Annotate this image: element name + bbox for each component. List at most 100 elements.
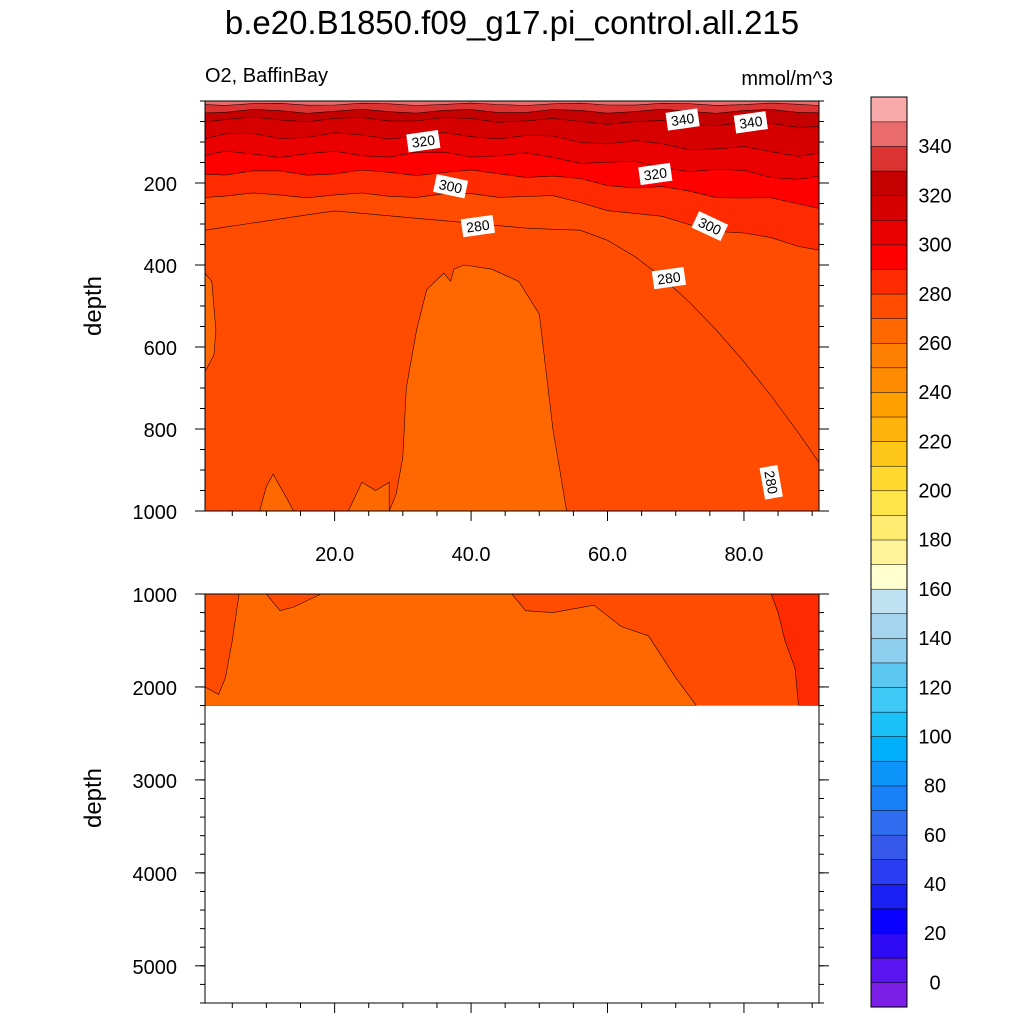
colorbar-swatch <box>870 441 908 467</box>
contour-label-box <box>638 162 673 186</box>
contour-label-1: 340 <box>733 111 768 134</box>
contour-label-text: 280 <box>761 469 781 495</box>
colorbar-swatch <box>870 293 908 319</box>
colorbar-tick-label: 320 <box>918 185 951 207</box>
upper-contour-labels: 340 340 320 320 300 300 280 280 280 <box>406 108 783 500</box>
chart-title: b.e20.B1850.f09_g17.pi_control.all.215 <box>225 4 799 41</box>
contour-label-text: 340 <box>670 110 696 129</box>
contour-label-text: 320 <box>411 132 437 151</box>
colorbar-tick-label: 0 <box>929 972 940 994</box>
y-tick-label: 800 <box>144 420 177 442</box>
y-tick-label: 200 <box>144 174 177 196</box>
contour-label-0: 340 <box>665 108 700 131</box>
contour-label-box <box>759 464 783 500</box>
colorbar-swatch <box>870 219 908 246</box>
colorbar-swatch <box>870 367 908 393</box>
contour-label-8: 280 <box>759 464 783 500</box>
colorbar-swatch <box>870 932 908 959</box>
upper-y-axis-label: depth <box>80 276 107 336</box>
colorbar-swatch <box>870 318 908 344</box>
colorbar-tick-label: 40 <box>924 874 946 896</box>
contour-label-5: 300 <box>691 211 729 242</box>
y-tick-label: 400 <box>144 256 177 278</box>
contour-line-340 <box>204 108 820 114</box>
y-tick-label: 600 <box>144 338 177 360</box>
upper-contour-lines <box>204 102 820 463</box>
contour-label-text: 300 <box>438 176 464 197</box>
colorbar-tick-label: 180 <box>918 530 951 552</box>
colorbar-tick-label: 280 <box>918 284 951 306</box>
colorbar-tick-label: 260 <box>918 333 951 355</box>
colorbar-swatch <box>870 195 908 221</box>
colorbar-swatch <box>870 416 908 442</box>
contour-line-350 <box>204 102 820 106</box>
colorbar-swatch <box>870 809 908 836</box>
contour-label-box <box>691 211 729 242</box>
colorbar-swatch <box>870 268 908 295</box>
contour-label-6: 280 <box>460 214 495 238</box>
colorbar-swatch <box>870 957 908 983</box>
colorbar-swatch <box>870 662 908 688</box>
colorbar-swatch <box>870 834 908 860</box>
colorbar-swatch <box>870 760 908 787</box>
lower-panel: 1000 2000 3000 4000 5000 depth <box>80 585 829 1013</box>
contour-label-7: 280 <box>651 266 686 290</box>
contour-line-310 <box>204 150 820 180</box>
upper-panel: 340 340 320 320 300 300 280 280 280 200 400 600 800… <box>80 100 829 566</box>
colorbar-tick-label: 60 <box>924 825 946 847</box>
contour-label-box <box>460 214 495 238</box>
colorbar-swatch <box>870 342 908 369</box>
contour-label-box <box>651 266 686 290</box>
colorbar-swatch <box>870 244 908 270</box>
contour-label-box <box>406 130 441 153</box>
colorbar-tick-label: 20 <box>924 923 946 945</box>
colorbar-swatch <box>870 883 908 910</box>
colorbar-swatch <box>870 170 908 196</box>
y-tick-label: 5000 <box>133 957 178 979</box>
chart-subtitle-left: O2, BaffinBay <box>205 65 328 87</box>
contour-band-260-plume <box>388 264 567 512</box>
contour-label-text: 320 <box>643 164 669 183</box>
colorbar-swatch <box>870 982 908 1008</box>
contour-label-4: 300 <box>433 174 469 199</box>
y-tick-label: 3000 <box>133 771 178 793</box>
colorbar-swatch <box>870 613 908 639</box>
x-tick-label: 60.0 <box>588 544 627 566</box>
colorbar-swatch <box>870 96 908 123</box>
upper-contour-fills <box>204 101 819 512</box>
y-tick-label: 1000 <box>133 502 178 524</box>
colorbar-tick-label: 220 <box>918 431 951 453</box>
contour-label-text: 280 <box>656 269 682 288</box>
colorbar-swatch <box>870 588 908 615</box>
lower-axes: 1000 2000 3000 4000 5000 <box>133 585 829 1013</box>
colorbar-tick-label: 240 <box>918 382 951 404</box>
colorbar-tick-label: 120 <box>918 677 951 699</box>
colorbar-swatch <box>870 564 908 590</box>
y-tick-label: 4000 <box>133 864 178 886</box>
colorbar-swatch <box>870 514 908 541</box>
colorbar-swatch <box>870 687 908 713</box>
colorbar-swatch <box>870 465 908 492</box>
colorbar-swatch <box>870 859 908 885</box>
colorbar-swatch <box>870 637 908 664</box>
contour-band-330 <box>205 101 819 114</box>
y-tick-label: 2000 <box>133 678 178 700</box>
x-tick-label: 80.0 <box>724 544 763 566</box>
colorbar-swatch <box>870 736 908 762</box>
colorbar: 0 20 40 60 80 100 120 140 160 180 200 220 240 260 280 3… <box>870 96 952 1008</box>
lower-contour-fills <box>204 593 820 706</box>
colorbar-tick-label: 160 <box>918 579 951 601</box>
contour-label-text: 340 <box>738 113 764 132</box>
colorbar-swatch <box>870 145 908 172</box>
colorbar-tick-label: 100 <box>918 726 951 748</box>
colorbar-swatch <box>870 908 908 934</box>
contour-line-300 <box>204 169 820 209</box>
contour-label-2: 320 <box>406 130 441 153</box>
lower-y-axis-label: depth <box>80 768 107 828</box>
x-tick-label: 40.0 <box>452 544 491 566</box>
colorbar-swatch <box>870 490 908 516</box>
contour-label-3: 320 <box>638 162 673 186</box>
contour-label-text: 280 <box>465 217 491 236</box>
colorbar-swatch <box>870 711 908 737</box>
colorbar-tick-label: 200 <box>918 481 951 503</box>
